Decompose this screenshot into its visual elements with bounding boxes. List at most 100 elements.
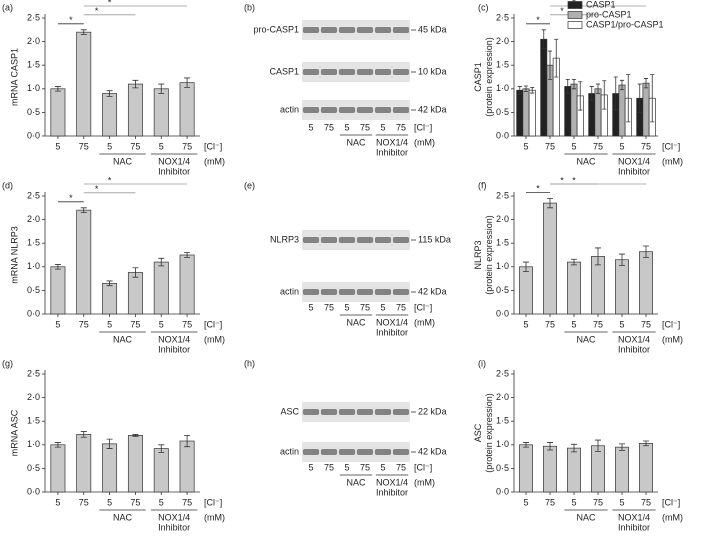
- unit: (mM): [204, 156, 225, 166]
- unit-label: [Cl⁻]: [414, 462, 432, 472]
- y-tick-label: 2·0: [27, 392, 40, 402]
- x-tick-label: 5: [308, 302, 313, 312]
- y-tick-label: 0·5: [27, 285, 40, 295]
- significance-label: *: [108, 175, 112, 185]
- x-tick-label: 75: [396, 462, 406, 472]
- x-tick-label: 5: [344, 462, 349, 472]
- y-tick-label: 0·0: [496, 486, 509, 496]
- blot-band: [356, 289, 374, 295]
- x-tick-label: 75: [182, 141, 192, 151]
- x-tick-label: 5: [159, 141, 164, 151]
- error-bar: [106, 90, 113, 97]
- error-bar: [541, 29, 546, 50]
- y-tick-label: 0·0: [496, 130, 509, 140]
- error-bar: [54, 86, 61, 92]
- x-tick-label: 75: [641, 141, 651, 151]
- bar: [567, 447, 581, 493]
- error-bar: [523, 261, 529, 272]
- bar: [153, 448, 169, 493]
- bar: [519, 444, 533, 493]
- significance-label: *: [108, 0, 112, 7]
- error-bar: [158, 257, 165, 267]
- significance-label: *: [95, 184, 99, 194]
- y-tick-label: 1·0: [496, 261, 509, 271]
- bar: [76, 31, 92, 137]
- unit-label: [Cl⁻]: [204, 319, 222, 329]
- y-tick-label: 1·5: [27, 238, 40, 248]
- panel-label: (b): [244, 2, 255, 12]
- x-tick-label: 75: [182, 319, 192, 329]
- unit: (mM): [662, 156, 683, 166]
- error-bar: [613, 76, 618, 111]
- blot-band: [374, 449, 392, 455]
- blot-strip: [302, 100, 410, 120]
- error-bar: [132, 434, 139, 437]
- y-tick-label: 1·5: [27, 60, 40, 70]
- x-tick-label: 75: [79, 497, 89, 507]
- error-bar: [595, 439, 601, 452]
- blot-band: [356, 449, 374, 455]
- unit: (mM): [414, 477, 435, 487]
- x-tick-label: 75: [593, 141, 603, 151]
- group-note: Inhibitor: [158, 166, 190, 176]
- bar: [102, 443, 118, 493]
- significance-label: *: [95, 6, 99, 16]
- blot-band: [338, 449, 356, 455]
- bar: [153, 261, 169, 315]
- significance-label: *: [536, 184, 540, 194]
- y-tick-label: 1·0: [27, 261, 40, 271]
- blot-band: [338, 107, 356, 113]
- unit: (mM): [662, 512, 683, 522]
- x-tick-label: 5: [571, 319, 576, 329]
- error-bar: [132, 267, 139, 278]
- y-tick-label: 0·0: [496, 308, 509, 318]
- size-label: 42 kDa: [418, 446, 447, 456]
- bar: [639, 443, 653, 493]
- error-bar: [54, 264, 61, 270]
- x-tick-label: 5: [159, 319, 164, 329]
- error-bar: [547, 197, 553, 209]
- blot-band: [392, 449, 410, 455]
- significance-label: *: [572, 175, 576, 185]
- error-bar: [158, 444, 165, 453]
- blot-band: [320, 289, 338, 295]
- x-tick-label: 75: [324, 302, 334, 312]
- blot-band: [392, 27, 410, 33]
- error-bar: [530, 86, 535, 94]
- group-label: NAC: [576, 156, 596, 166]
- blot-band: [302, 449, 320, 455]
- group-label: NAC: [576, 512, 596, 522]
- error-bar: [184, 252, 191, 258]
- blot-band: [302, 289, 320, 295]
- x-tick-label: 5: [380, 302, 385, 312]
- error-bar: [589, 86, 594, 101]
- y-tick-label: 2·0: [496, 392, 509, 402]
- x-tick-label: 5: [308, 122, 313, 132]
- x-tick-label: 75: [396, 122, 406, 132]
- error-bar: [595, 83, 601, 94]
- group-note: Inhibitor: [618, 344, 650, 354]
- bar: [127, 272, 143, 315]
- unit: (mM): [414, 317, 435, 327]
- blot-band: [302, 27, 320, 33]
- x-tick-label: 5: [344, 122, 349, 132]
- blot-band: [374, 289, 392, 295]
- bar: [179, 254, 195, 315]
- blot-row-label: NLRP3: [270, 234, 299, 244]
- blot-row-label: actin: [280, 104, 299, 114]
- x-tick-label: 5: [107, 497, 112, 507]
- significance-label: *: [69, 193, 73, 203]
- error-bar: [643, 78, 649, 89]
- error-bar: [54, 442, 61, 448]
- blot-row-label: CASP1: [269, 66, 299, 76]
- bar: [179, 440, 195, 493]
- blot-band: [338, 237, 356, 243]
- unit: (mM): [204, 512, 225, 522]
- group-label: NAC: [346, 137, 366, 147]
- bar: [102, 282, 118, 315]
- blot-strip: [302, 20, 410, 40]
- error-bar: [602, 80, 607, 110]
- group-note: Inhibitor: [376, 147, 408, 157]
- y-axis-label: mRNA NLRP3: [9, 226, 19, 284]
